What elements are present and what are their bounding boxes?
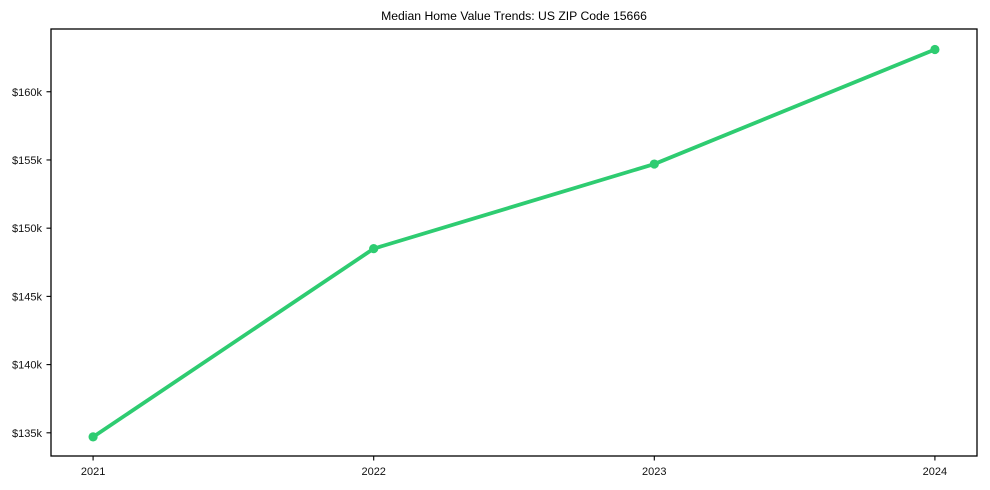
y-tick-label: $145k (12, 291, 42, 303)
data-point-marker (930, 44, 940, 55)
x-tick-label: 2022 (361, 466, 385, 478)
y-tick-label: $155k (12, 155, 42, 167)
y-tick-label: $150k (12, 223, 42, 235)
y-tick-label: $135k (12, 428, 42, 440)
y-tick-label: $160k (12, 87, 42, 99)
trend-line (91, 47, 937, 439)
x-tick-label: 2021 (81, 466, 105, 478)
data-point-marker (649, 159, 659, 169)
chart-title: Median Home Value Trends: US ZIP Code 15… (381, 9, 647, 23)
plot-border (50, 28, 978, 457)
data-point-marker (88, 432, 98, 442)
y-tick-label: $140k (12, 360, 42, 372)
plot-area: $135k $140k $145k $150k $155k $160k 2021 2022 20… (12, 28, 978, 478)
data-point-marker (369, 244, 379, 254)
x-tick-label: 2024 (923, 466, 947, 478)
x-tick-label: 2023 (642, 466, 666, 478)
